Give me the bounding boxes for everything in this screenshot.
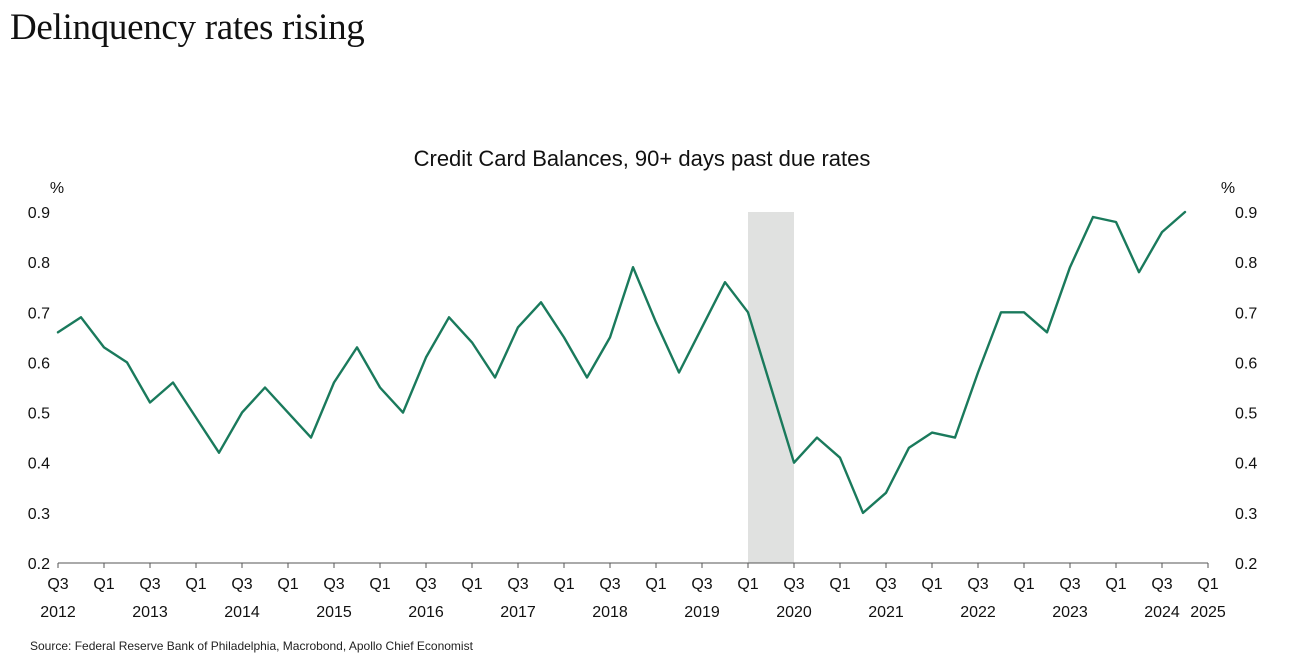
- x-tick-label-year: 2020: [776, 604, 812, 621]
- x-tick-label-year: 2018: [592, 604, 628, 621]
- x-tick-label-quarter: Q1: [461, 576, 482, 593]
- x-tick-label-year: 2016: [408, 604, 444, 621]
- x-tick-label-year: 2024: [1144, 604, 1180, 621]
- y-tick-label-right: 0.9: [1235, 205, 1257, 222]
- y-tick-label-left: 0.3: [28, 506, 50, 523]
- x-tick-label-quarter: Q1: [277, 576, 298, 593]
- x-tick-label-quarter: Q1: [1197, 576, 1218, 593]
- y-tick-label-left: 0.8: [28, 255, 50, 272]
- x-tick-label-quarter: Q3: [967, 576, 988, 593]
- y-tick-label-left: 0.5: [28, 406, 50, 423]
- page-title: Delinquency rates rising: [10, 7, 365, 48]
- x-tick-label-year: 2023: [1052, 604, 1088, 621]
- x-tick-label-quarter: Q1: [645, 576, 666, 593]
- x-tick-label-year: 2014: [224, 604, 260, 621]
- y-tick-label-right: 0.5: [1235, 406, 1257, 423]
- x-tick-label-quarter: Q1: [737, 576, 758, 593]
- y-tick-label-left: 0.6: [28, 355, 50, 372]
- x-tick-label-year: 2019: [684, 604, 720, 621]
- x-tick-label-quarter: Q1: [553, 576, 574, 593]
- x-tick-label-quarter: Q3: [139, 576, 160, 593]
- x-tick-label-quarter: Q1: [829, 576, 850, 593]
- x-tick-label-quarter: Q3: [599, 576, 620, 593]
- x-tick-label-quarter: Q3: [1059, 576, 1080, 593]
- x-tick-label-quarter: Q3: [507, 576, 528, 593]
- x-tick-label-quarter: Q1: [921, 576, 942, 593]
- x-tick-label-quarter: Q1: [369, 576, 390, 593]
- x-tick-label-quarter: Q3: [47, 576, 68, 593]
- x-tick-label-quarter: Q1: [1013, 576, 1034, 593]
- y-axis-unit-right: %: [1221, 180, 1235, 197]
- x-tick-label-quarter: Q3: [1151, 576, 1172, 593]
- x-tick-label-year: 2021: [868, 604, 904, 621]
- x-tick-label-quarter: Q1: [93, 576, 114, 593]
- chart-title: Credit Card Balances, 90+ days past due …: [414, 146, 871, 171]
- y-tick-label-left: 0.9: [28, 205, 50, 222]
- x-tick-label-quarter: Q1: [185, 576, 206, 593]
- y-tick-label-right: 0.3: [1235, 506, 1257, 523]
- x-tick-label-year: 2013: [132, 604, 168, 621]
- y-tick-label-right: 0.8: [1235, 255, 1257, 272]
- y-axis-unit-left: %: [50, 180, 64, 197]
- x-tick-label-quarter: Q3: [231, 576, 252, 593]
- x-tick-label-quarter: Q3: [415, 576, 436, 593]
- x-tick-label-year: 2015: [316, 604, 352, 621]
- y-tick-label-right: 0.2: [1235, 556, 1257, 573]
- source-note: Source: Federal Reserve Bank of Philadel…: [30, 639, 473, 653]
- y-tick-label-right: 0.4: [1235, 456, 1257, 473]
- x-tick-label-year: 2012: [40, 604, 76, 621]
- series-line-delinquency-rate: [56, 210, 1187, 515]
- y-tick-label-left: 0.7: [28, 305, 50, 322]
- y-tick-label-right: 0.6: [1235, 355, 1257, 372]
- x-tick-label-quarter: Q3: [875, 576, 896, 593]
- y-tick-label-left: 0.4: [28, 456, 50, 473]
- x-tick-label-quarter: Q3: [691, 576, 712, 593]
- x-tick-label-year: 2017: [500, 604, 536, 621]
- y-tick-label-left: 0.2: [28, 556, 50, 573]
- x-tick-label-year: 2025: [1190, 604, 1226, 621]
- x-tick-label-year: 2022: [960, 604, 996, 621]
- y-tick-label-right: 0.7: [1235, 305, 1257, 322]
- x-tick-label-quarter: Q3: [783, 576, 804, 593]
- x-tick-label-quarter: Q1: [1105, 576, 1126, 593]
- x-tick-label-quarter: Q3: [323, 576, 344, 593]
